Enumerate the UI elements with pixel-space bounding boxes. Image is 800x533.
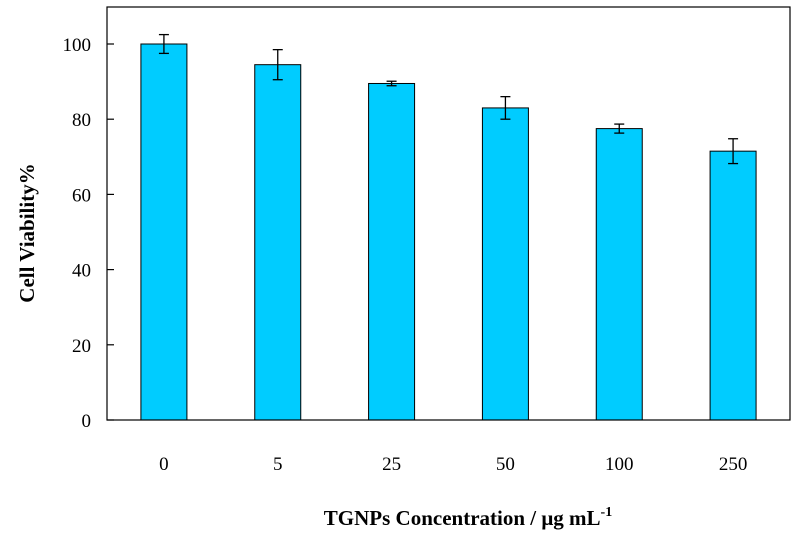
bars-layer bbox=[140, 43, 757, 421]
y-axis-title: Cell Viability% bbox=[15, 163, 39, 302]
y-tick-label: 40 bbox=[72, 261, 91, 282]
y-tick-label: 20 bbox=[72, 336, 91, 357]
y-tick-label: 100 bbox=[63, 35, 92, 56]
bar-100 bbox=[595, 128, 643, 421]
x-tick-label: 0 bbox=[159, 454, 169, 475]
x-tick-label: 5 bbox=[273, 454, 283, 475]
bar-0 bbox=[140, 43, 188, 421]
x-tick-label: 25 bbox=[382, 454, 401, 475]
x-axis-title: TGNPs Concentration / μg mL-1 bbox=[324, 505, 612, 530]
plot-frame bbox=[106, 6, 791, 421]
bar-25 bbox=[368, 82, 416, 421]
x-tick-label: 250 bbox=[719, 454, 748, 475]
x-tick-label: 50 bbox=[496, 454, 515, 475]
bar-5 bbox=[254, 64, 302, 421]
x-axis-title-superscript: -1 bbox=[601, 505, 613, 520]
y-tick-label: 60 bbox=[72, 185, 91, 206]
bar-250 bbox=[709, 150, 757, 421]
axes-layer bbox=[106, 6, 791, 421]
x-tick-label: 100 bbox=[605, 454, 634, 475]
y-tick-label: 80 bbox=[72, 110, 91, 131]
error-bars-layer bbox=[158, 33, 739, 165]
y-tick-label: 0 bbox=[82, 411, 92, 432]
bar-50 bbox=[481, 107, 529, 421]
labels-layer: 0 5 25 50 100 250 0 20 40 60 80 100 bbox=[63, 35, 748, 475]
x-axis-title-main: TGNPs Concentration / μg mL bbox=[324, 506, 601, 530]
